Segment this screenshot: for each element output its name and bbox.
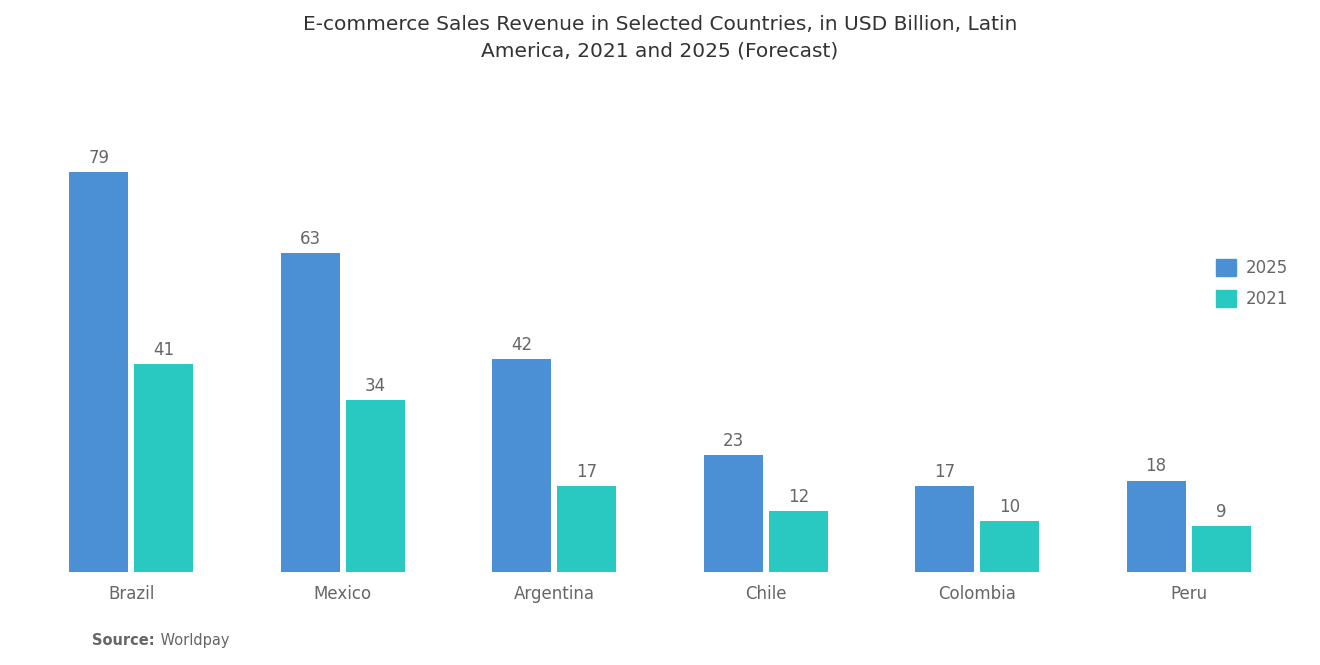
- Bar: [69, 172, 128, 571]
- Text: 17: 17: [577, 463, 598, 481]
- Legend: 2025, 2021: 2025, 2021: [1208, 250, 1296, 317]
- Bar: [981, 521, 1039, 571]
- Bar: [135, 364, 194, 571]
- Text: 63: 63: [300, 230, 321, 248]
- Bar: [1192, 526, 1251, 571]
- Text: 23: 23: [722, 432, 743, 450]
- Bar: [557, 485, 616, 571]
- Bar: [346, 400, 405, 571]
- Bar: [915, 485, 974, 571]
- Bar: [1126, 481, 1185, 571]
- Text: 9: 9: [1216, 503, 1226, 521]
- Text: 17: 17: [935, 463, 956, 481]
- Text: 10: 10: [999, 498, 1020, 516]
- Bar: [704, 456, 763, 571]
- Text: 79: 79: [88, 149, 110, 167]
- Bar: [768, 511, 828, 571]
- Title: E-commerce Sales Revenue in Selected Countries, in USD Billion, Latin
America, 2: E-commerce Sales Revenue in Selected Cou…: [302, 15, 1018, 61]
- Text: 41: 41: [153, 341, 174, 359]
- Bar: [492, 359, 552, 571]
- Text: Source:: Source:: [92, 633, 154, 648]
- Bar: [281, 253, 339, 571]
- Text: Worldpay: Worldpay: [156, 633, 230, 648]
- Text: 12: 12: [788, 488, 809, 506]
- Text: 34: 34: [364, 376, 385, 394]
- Text: 42: 42: [511, 336, 532, 354]
- Text: 18: 18: [1146, 458, 1167, 475]
